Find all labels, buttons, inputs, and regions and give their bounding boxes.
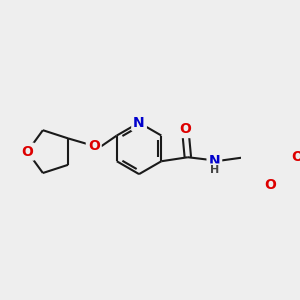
Text: O: O [264, 178, 276, 192]
Text: O: O [88, 140, 100, 153]
Text: O: O [179, 122, 191, 136]
Text: H: H [210, 165, 219, 175]
Text: N: N [133, 116, 145, 130]
Text: O: O [21, 145, 33, 159]
Text: N: N [208, 154, 220, 168]
Text: O: O [291, 150, 300, 164]
